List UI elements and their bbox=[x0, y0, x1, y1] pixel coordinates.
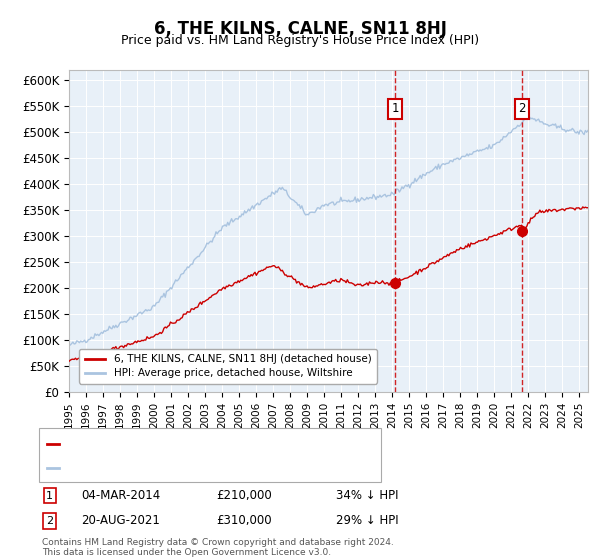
Text: 2: 2 bbox=[46, 516, 53, 526]
Text: 1: 1 bbox=[391, 102, 399, 115]
Text: 34% ↓ HPI: 34% ↓ HPI bbox=[336, 489, 398, 502]
Text: £310,000: £310,000 bbox=[216, 514, 272, 528]
Legend: 6, THE KILNS, CALNE, SN11 8HJ (detached house), HPI: Average price, detached hou: 6, THE KILNS, CALNE, SN11 8HJ (detached … bbox=[79, 349, 377, 384]
Text: 04-MAR-2014: 04-MAR-2014 bbox=[81, 489, 160, 502]
Text: 20-AUG-2021: 20-AUG-2021 bbox=[81, 514, 160, 528]
Text: HPI: Average price, detached house, Wiltshire: HPI: Average price, detached house, Wilt… bbox=[63, 463, 302, 473]
Text: Price paid vs. HM Land Registry's House Price Index (HPI): Price paid vs. HM Land Registry's House … bbox=[121, 34, 479, 46]
Text: 6, THE KILNS, CALNE, SN11 8HJ (detached house): 6, THE KILNS, CALNE, SN11 8HJ (detached … bbox=[63, 438, 321, 449]
Text: 6, THE KILNS, CALNE, SN11 8HJ: 6, THE KILNS, CALNE, SN11 8HJ bbox=[154, 20, 446, 38]
Text: 29% ↓ HPI: 29% ↓ HPI bbox=[336, 514, 398, 528]
Text: £210,000: £210,000 bbox=[216, 489, 272, 502]
Text: Contains HM Land Registry data © Crown copyright and database right 2024.
This d: Contains HM Land Registry data © Crown c… bbox=[42, 538, 394, 557]
Text: 1: 1 bbox=[46, 491, 53, 501]
Text: 2: 2 bbox=[518, 102, 526, 115]
